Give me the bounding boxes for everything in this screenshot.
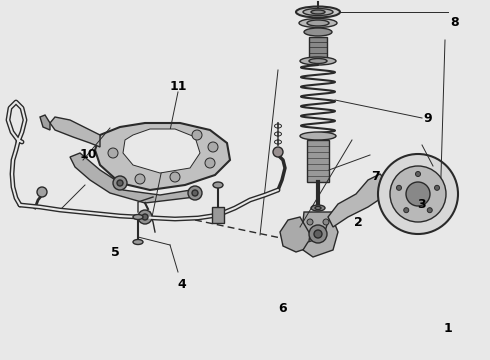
Polygon shape (328, 174, 388, 227)
Circle shape (435, 185, 440, 190)
Text: 6: 6 (279, 302, 287, 315)
Ellipse shape (309, 59, 327, 63)
Circle shape (192, 190, 198, 196)
Circle shape (135, 174, 145, 184)
Text: 5: 5 (111, 246, 120, 258)
Text: 2: 2 (354, 216, 363, 229)
Text: 4: 4 (178, 279, 186, 292)
Circle shape (390, 166, 446, 222)
Ellipse shape (299, 18, 337, 27)
Ellipse shape (213, 182, 223, 188)
Circle shape (170, 172, 180, 182)
Ellipse shape (303, 9, 333, 15)
Text: 10: 10 (79, 148, 97, 161)
Ellipse shape (296, 6, 340, 18)
Polygon shape (50, 117, 100, 147)
Circle shape (188, 186, 202, 200)
Circle shape (378, 154, 458, 234)
Circle shape (323, 219, 329, 225)
Polygon shape (212, 207, 224, 223)
Circle shape (273, 147, 283, 157)
Circle shape (113, 176, 127, 190)
Polygon shape (303, 217, 338, 257)
Circle shape (307, 219, 313, 225)
Polygon shape (302, 212, 334, 244)
Ellipse shape (307, 20, 329, 26)
Text: 11: 11 (169, 80, 187, 93)
Polygon shape (40, 115, 50, 130)
Polygon shape (309, 37, 327, 58)
Ellipse shape (300, 132, 336, 140)
Text: 3: 3 (417, 198, 426, 211)
Polygon shape (70, 153, 197, 203)
Circle shape (406, 182, 430, 206)
Circle shape (205, 158, 215, 168)
Circle shape (314, 230, 322, 238)
Polygon shape (123, 129, 200, 173)
Circle shape (396, 185, 401, 190)
Circle shape (309, 225, 327, 243)
Text: 7: 7 (370, 170, 379, 183)
Polygon shape (307, 140, 329, 182)
Circle shape (208, 142, 218, 152)
Circle shape (404, 208, 409, 213)
Polygon shape (95, 123, 230, 190)
Ellipse shape (304, 28, 332, 36)
Ellipse shape (133, 215, 143, 220)
Ellipse shape (300, 57, 336, 65)
Circle shape (142, 214, 148, 220)
Ellipse shape (311, 205, 325, 211)
Text: 1: 1 (443, 321, 452, 334)
Polygon shape (280, 217, 310, 252)
Text: 8: 8 (451, 15, 459, 28)
Circle shape (416, 171, 420, 176)
Circle shape (108, 148, 118, 158)
Circle shape (427, 208, 432, 213)
Text: 9: 9 (424, 112, 432, 125)
Circle shape (117, 180, 123, 186)
Ellipse shape (311, 10, 325, 14)
Ellipse shape (133, 239, 143, 244)
Circle shape (37, 187, 47, 197)
Circle shape (315, 235, 321, 241)
Circle shape (138, 210, 152, 224)
Circle shape (192, 130, 202, 140)
